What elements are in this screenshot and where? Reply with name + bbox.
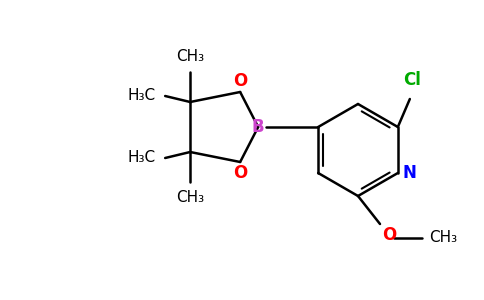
Text: O: O bbox=[382, 226, 396, 244]
Text: CH₃: CH₃ bbox=[176, 49, 204, 64]
Text: CH₃: CH₃ bbox=[176, 190, 204, 205]
Text: H₃C: H₃C bbox=[127, 151, 155, 166]
Text: O: O bbox=[233, 164, 247, 182]
Text: H₃C: H₃C bbox=[127, 88, 155, 104]
Text: B: B bbox=[252, 118, 264, 136]
Text: O: O bbox=[233, 72, 247, 90]
Text: CH₃: CH₃ bbox=[429, 230, 457, 245]
Text: N: N bbox=[403, 164, 417, 182]
Text: Cl: Cl bbox=[403, 71, 421, 89]
